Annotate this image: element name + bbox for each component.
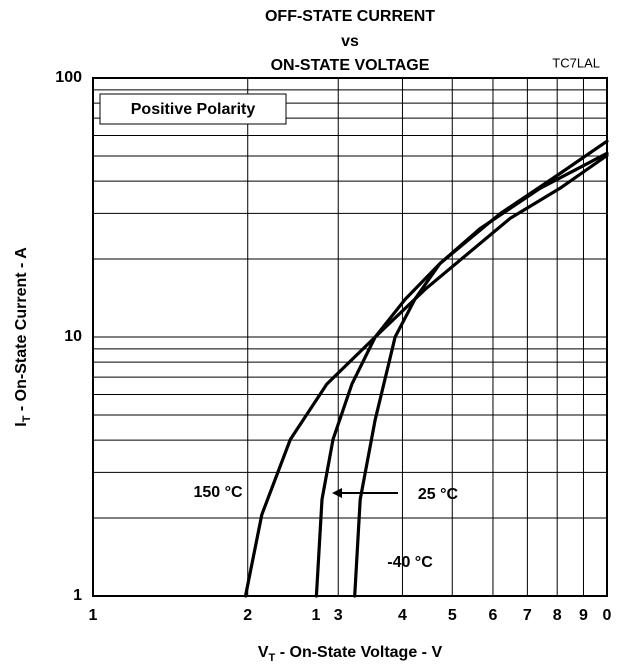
note: Positive Polarity (131, 101, 256, 118)
curves (243, 139, 609, 598)
curve (353, 151, 609, 598)
stray-label: 1 (312, 607, 321, 624)
y-tick-label: 1 (73, 587, 82, 604)
axis-label-part: V (258, 644, 269, 661)
note-box (99, 93, 287, 125)
axis-label-part: I (13, 422, 30, 426)
x-tick-label: 1 (89, 607, 98, 624)
y-tick-label: 10 (64, 328, 82, 345)
title-group: OFF-STATE CURRENT vs ON-STATE VOLTAGE (265, 8, 435, 74)
axis-label-part: T (21, 415, 33, 422)
x-axis-label: VT - On-State Voltage - V (258, 644, 443, 664)
axis-label-part: - On-State Current - A (13, 247, 30, 416)
curve-label: -40 °C (387, 554, 433, 571)
x-tick-label: 9 (579, 607, 588, 624)
x-tick-label: 7 (523, 607, 532, 624)
x-tick-label: 3 (334, 607, 343, 624)
x-tick-label: 4 (398, 607, 407, 624)
x-tick-label: 6 (489, 607, 498, 624)
x-tick-label: 8 (553, 607, 562, 624)
label-arrow-head (332, 488, 342, 498)
x-tick-label: 0 (603, 607, 612, 624)
x-tick-label: 5 (448, 607, 457, 624)
chart-title: OFF-STATE CURRENT (265, 8, 435, 25)
plot-frame (92, 77, 608, 597)
x-tick-label: 2 (243, 607, 252, 624)
figure-code: TC7LAL (552, 55, 600, 70)
chart-title: vs (341, 33, 359, 50)
y-tick-label: 100 (55, 69, 82, 86)
curve-label: 25 °C (418, 486, 459, 503)
axis-label-part: - On-State Voltage - V (275, 644, 442, 661)
y-axis-label: IT - On-State Current - A (13, 247, 33, 427)
grid (92, 77, 608, 597)
curve (243, 153, 609, 598)
axis-label-part: T (269, 652, 276, 664)
curve-label: 150 °C (193, 484, 243, 501)
chart-title: ON-STATE VOLTAGE (271, 57, 430, 74)
